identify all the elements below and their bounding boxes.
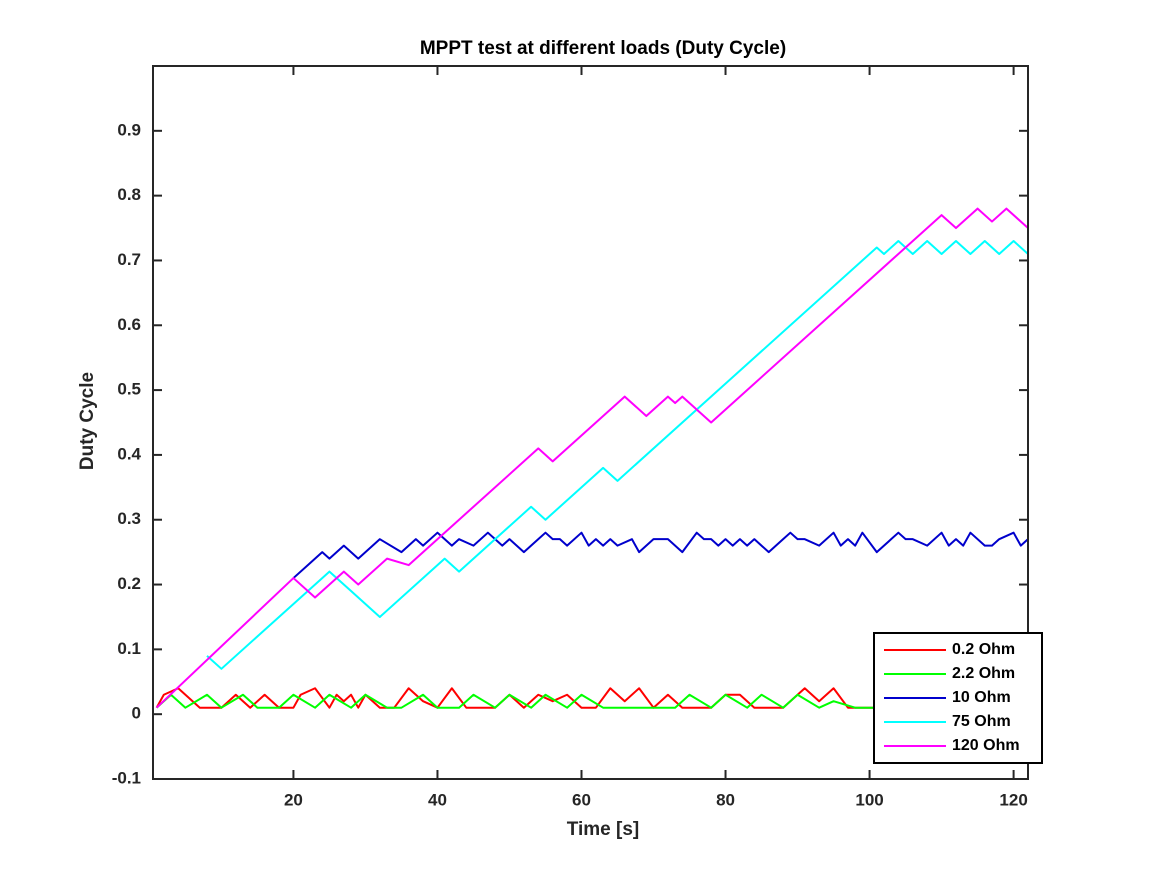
y-tick-label: -0.1 xyxy=(112,768,141,787)
legend-label: 10 Ohm xyxy=(952,689,1011,706)
legend-label: 120 Ohm xyxy=(952,737,1020,754)
legend-label: 2.2 Ohm xyxy=(952,665,1015,682)
y-tick-label: 0.3 xyxy=(117,509,141,528)
data-line xyxy=(155,207,1029,709)
y-tick-label: 0.1 xyxy=(117,639,141,658)
y-tick-label: 0.7 xyxy=(117,250,141,269)
y-tick-label: 0.6 xyxy=(117,315,141,334)
x-tick-label: 80 xyxy=(716,790,735,809)
y-tick-label: 0 xyxy=(132,704,141,723)
data-line xyxy=(206,240,1029,670)
lines xyxy=(155,207,1029,709)
x-tick-label: 40 xyxy=(428,790,447,809)
x-tick-label: 120 xyxy=(999,790,1027,809)
axes: 20 40 60 80 100 120 -0.1 0 0.1 0.2 0.3 0.4 0.5 0.6 0.7… xyxy=(112,65,1029,809)
y-tick-label: 0.8 xyxy=(117,185,141,204)
x-tick-label: 20 xyxy=(284,790,303,809)
y-tick-label: 0.5 xyxy=(117,380,141,399)
x-axis-label: Time [s] xyxy=(567,819,640,840)
y-tick-label: 0.4 xyxy=(117,444,141,463)
chart-title: MPPT test at different loads (Duty Cycle… xyxy=(420,38,786,59)
x-tick-label: 100 xyxy=(855,790,883,809)
y-tick-label: 0.9 xyxy=(117,120,141,139)
axes-box xyxy=(152,65,1029,780)
legend-label: 0.2 Ohm xyxy=(952,641,1015,658)
y-axis-label: Duty Cycle xyxy=(77,372,98,470)
legend: 0.2 Ohm 2.2 Ohm 10 Ohm 75 Ohm 120 Ohm xyxy=(873,632,1043,764)
x-tick-label: 60 xyxy=(572,790,591,809)
data-line xyxy=(292,531,1029,579)
y-tick-label: 0.2 xyxy=(117,574,141,593)
legend-label: 75 Ohm xyxy=(952,713,1011,730)
